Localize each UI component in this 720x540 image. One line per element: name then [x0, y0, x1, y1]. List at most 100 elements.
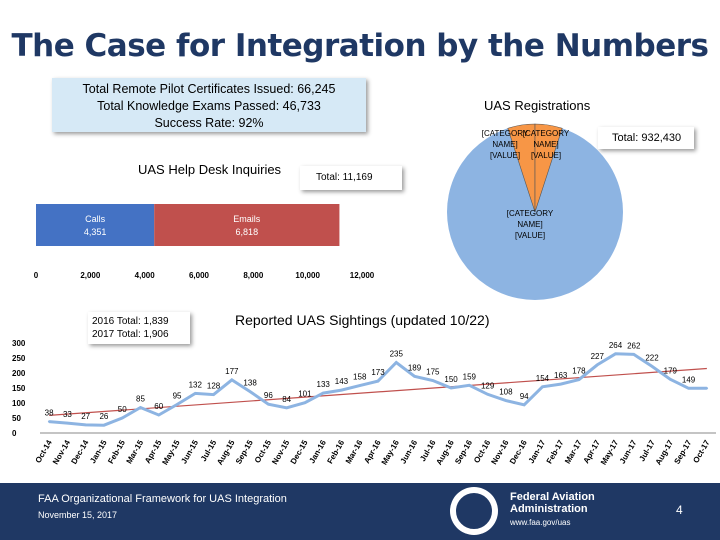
sightings-chart-title: Reported UAS Sightings (updated 10/22)	[235, 312, 490, 328]
page-number: 4	[676, 503, 683, 517]
sightings-trend-line	[49, 367, 707, 416]
sightings-data-label: 222	[645, 353, 659, 362]
sightings-x-tick: Jul-15	[199, 438, 219, 463]
footer-date: November 15, 2017	[38, 510, 118, 520]
sightings-x-tick: Jun-15	[179, 438, 200, 465]
sightings-x-tick: Sep-15	[234, 438, 255, 466]
sightings-data-label: 177	[225, 367, 239, 376]
sightings-point	[468, 384, 471, 387]
helpdesk-x-tick: 0	[34, 271, 39, 280]
pie-label-0: [CATEGORY	[482, 129, 529, 138]
sightings-point	[449, 386, 453, 390]
sightings-point	[559, 382, 562, 386]
sightings-point	[47, 420, 51, 423]
sightings-data-label: 262	[627, 341, 641, 350]
sightings-data-label: 128	[207, 382, 221, 391]
pilot-stats-box: Total Remote Pilot Certificates Issued: …	[52, 78, 366, 132]
sightings-x-tick: May-15	[160, 438, 182, 466]
sightings-data-label: 26	[99, 412, 108, 421]
sightings-y-tick: 300	[12, 339, 26, 348]
footer-title: FAA Organizational Framework for UAS Int…	[38, 493, 287, 505]
sightings-point	[395, 361, 398, 364]
sightings-point	[175, 403, 179, 406]
sightings-x-tick: Oct-17	[691, 438, 712, 465]
bar-emails-name: Emails	[233, 214, 261, 224]
sightings-x-tick: Aug-15	[215, 438, 237, 466]
bar-calls-name: Calls	[85, 214, 106, 224]
sightings-x-tick: Dec-14	[69, 438, 90, 466]
sightings-data-label: 150	[444, 375, 458, 384]
sightings-data-label: 108	[499, 388, 513, 397]
sightings-point	[486, 393, 489, 396]
sightings-x-tick: Mar-16	[344, 438, 365, 465]
sightings-x-tick: Jul-17	[637, 438, 657, 463]
sightings-x-tick: Aug-17	[654, 438, 676, 466]
sightings-point	[614, 352, 617, 355]
sightings-point	[139, 406, 142, 409]
faa-seal-icon	[450, 487, 498, 535]
year-total-2016: 2016 Total: 1,839	[92, 316, 169, 327]
bar-emails-value: 6,818	[236, 227, 259, 237]
sightings-data-label: 179	[664, 366, 678, 375]
sightings-data-label: 101	[298, 390, 312, 399]
year-total-2017: 2017 Total: 1,906	[92, 329, 169, 340]
sightings-data-label: 175	[426, 368, 440, 377]
registrations-chart-title: UAS Registrations	[484, 98, 591, 113]
sightings-data-label: 50	[118, 405, 127, 414]
sightings-x-tick: Aug-16	[434, 438, 456, 466]
sightings-data-label: 189	[408, 363, 422, 372]
sightings-data-label: 84	[282, 395, 291, 404]
agency-url[interactable]: www.faa.gov/uas	[510, 518, 571, 527]
sightings-point	[431, 379, 435, 382]
sightings-data-label: 129	[481, 381, 495, 390]
stat-exams: Total Knowledge Exams Passed: 46,733	[97, 99, 321, 113]
sightings-data-label: 33	[63, 410, 72, 419]
helpdesk-x-tick: 6,000	[189, 271, 210, 280]
sightings-point	[596, 363, 599, 367]
sightings-data-label: 60	[154, 402, 163, 411]
helpdesk-total: Total: 11,169	[300, 166, 402, 190]
sightings-x-tick: Mar-17	[563, 438, 584, 465]
pie-label-2: [CATEGORY	[507, 209, 554, 218]
slide-title: The Case for Integration by the Numbers	[11, 28, 709, 64]
sightings-point	[577, 378, 581, 381]
sightings-x-tick: Sep-16	[453, 438, 474, 466]
sightings-data-label: 133	[317, 380, 331, 389]
sightings-point	[340, 388, 343, 392]
sightings-data-label: 235	[390, 350, 404, 359]
pie-label-2: NAME]	[517, 220, 542, 229]
sightings-point	[212, 393, 215, 396]
sightings-data-label: 85	[136, 395, 145, 404]
sightings-data-label: 94	[520, 392, 529, 401]
sightings-data-label: 158	[353, 373, 367, 382]
pie-slice-b	[534, 123, 563, 213]
sightings-point	[504, 399, 508, 402]
pie-label-0: [VALUE]	[490, 151, 520, 160]
sightings-x-tick: Jun-16	[399, 438, 420, 465]
pie-label-1: NAME]	[533, 140, 558, 149]
pie-label-0: NAME]	[492, 140, 517, 149]
sightings-y-tick: 100	[12, 399, 26, 408]
stat-success-rate: Success Rate: 92%	[154, 116, 264, 130]
helpdesk-x-tick: 12,000	[350, 271, 375, 280]
helpdesk-x-tick: 4,000	[135, 271, 156, 280]
sightings-data-label: 149	[682, 375, 696, 384]
sightings-x-tick: Sep-17	[672, 438, 693, 466]
sightings-point	[522, 403, 526, 406]
sightings-y-tick: 200	[12, 369, 26, 378]
sightings-data-label: 132	[189, 380, 203, 389]
sightings-y-tick: 0	[12, 429, 17, 438]
footer-bar	[0, 483, 720, 540]
sightings-data-label: 178	[572, 367, 586, 376]
sightings-data-label: 159	[463, 372, 477, 381]
sightings-x-tick: Dec-15	[289, 438, 310, 466]
pie-label-2: [VALUE]	[515, 231, 545, 240]
sightings-point	[121, 416, 124, 420]
sightings-x-tick: May-17	[599, 438, 621, 466]
sightings-data-label: 138	[243, 379, 257, 388]
sightings-data-label: 38	[45, 409, 54, 418]
sightings-data-label: 227	[591, 352, 605, 361]
sightings-data-label: 173	[371, 368, 385, 377]
sightings-y-tick: 50	[12, 414, 21, 423]
